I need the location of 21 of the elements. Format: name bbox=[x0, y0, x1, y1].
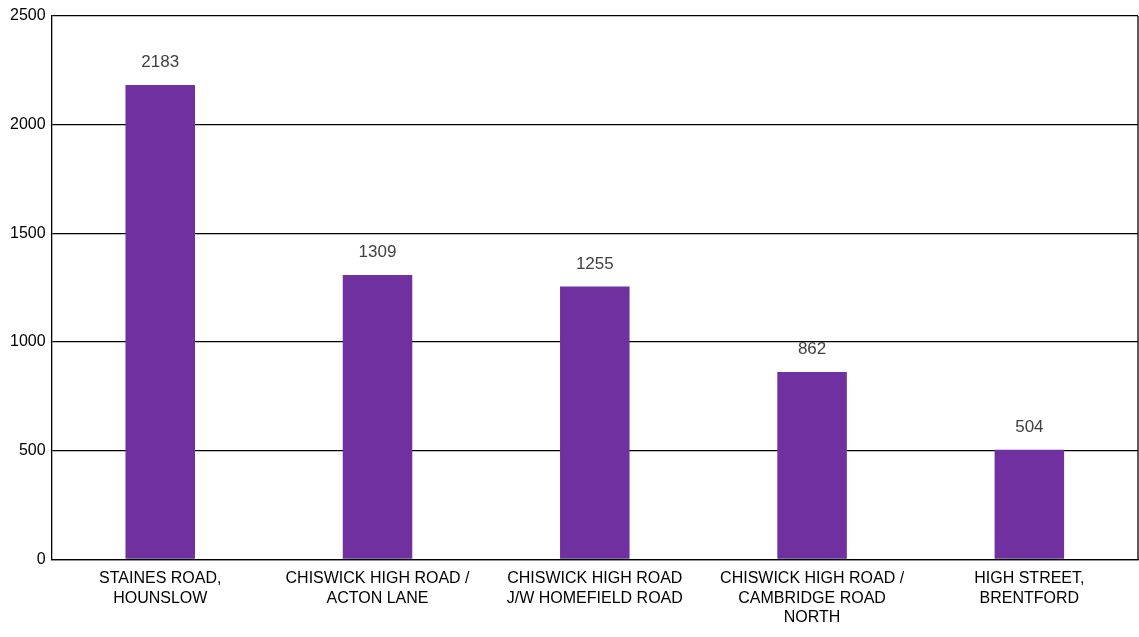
x-tick-label: HIGH STREET, BRENTFORD bbox=[974, 569, 1085, 606]
x-tick-label: CHISWICK HIGH ROAD / CAMBRIDGE ROAD NORTH bbox=[720, 569, 905, 625]
data-label: 1255 bbox=[575, 253, 614, 273]
bar bbox=[777, 372, 847, 559]
data-label: 862 bbox=[797, 339, 827, 359]
y-tick-label: 0 bbox=[36, 549, 46, 567]
y-tick-label: 500 bbox=[18, 441, 46, 459]
bar bbox=[560, 286, 630, 559]
y-tick-label: 2000 bbox=[10, 115, 46, 133]
x-tick-label: STAINES ROAD, HOUNSLOW bbox=[99, 569, 222, 606]
y-tick-label: 2500 bbox=[10, 6, 46, 24]
data-label: 504 bbox=[1015, 417, 1044, 437]
bar bbox=[342, 274, 413, 559]
y-tick-label: 1000 bbox=[10, 332, 46, 350]
bar bbox=[125, 84, 195, 559]
x-tick-label: CHISWICK HIGH ROAD / ACTON LANE bbox=[285, 569, 471, 606]
x-tick-label: CHISWICK HIGH ROAD J/W HOMEFIELD ROAD bbox=[506, 569, 683, 606]
y-tick-label: 1500 bbox=[10, 223, 46, 241]
data-label: 2183 bbox=[141, 52, 180, 72]
data-label: 1309 bbox=[358, 242, 397, 262]
bar bbox=[994, 449, 1065, 559]
